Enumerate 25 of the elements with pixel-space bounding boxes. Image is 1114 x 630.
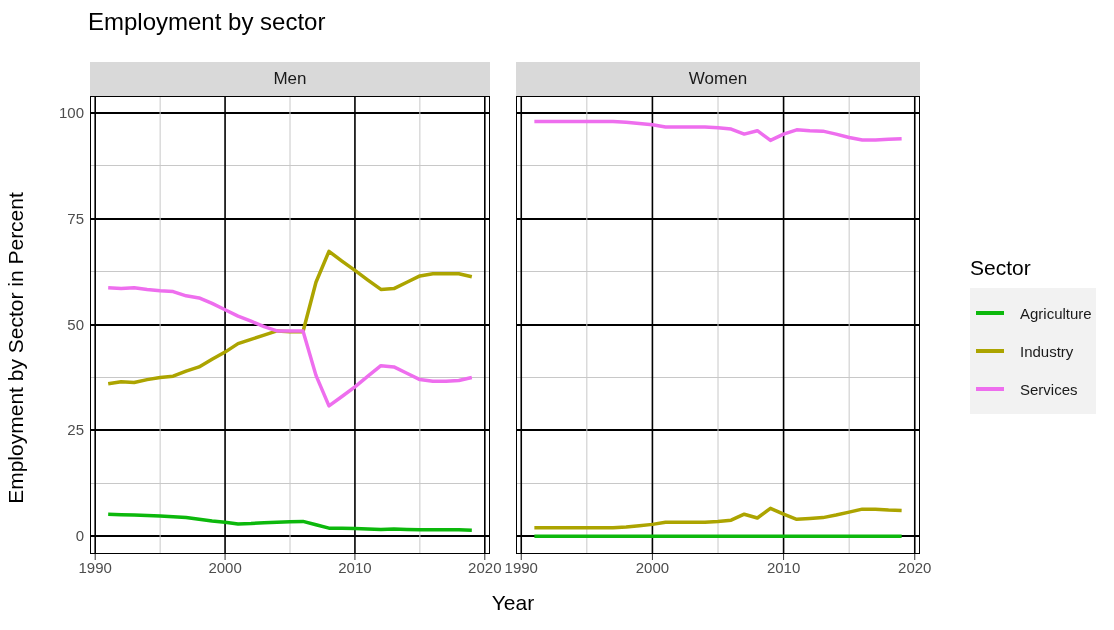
- x-tick-label: 2020: [468, 558, 502, 576]
- legend-label: Industry: [1020, 342, 1074, 360]
- x-tick-label: 2010: [766, 558, 801, 576]
- line-series: [106, 249, 474, 386]
- y-tick-label: 0: [75, 527, 84, 546]
- x-tick-label: 2000: [208, 558, 242, 576]
- chart-title: Employment by sector: [88, 8, 326, 36]
- line-series: [106, 286, 474, 408]
- x-tick-label: 2010: [338, 558, 372, 576]
- legend-title: Sector: [970, 256, 1032, 280]
- chart-subtitle: Women: [516, 62, 920, 96]
- legend-label: Agriculture: [1020, 304, 1092, 322]
- x-tick-label: 2020: [898, 558, 932, 576]
- y-tick-label: 75: [67, 209, 84, 228]
- y-tick-label: 25: [67, 421, 84, 440]
- y-tick-label: 100: [58, 103, 84, 122]
- line-series: [106, 512, 474, 533]
- x-axis-title: Year: [490, 591, 536, 615]
- y-axis-title: Employment by Sector in Percent: [4, 192, 28, 504]
- legend-label: Services: [1020, 380, 1078, 398]
- x-tick-label: 2000: [635, 558, 670, 576]
- x-tick-label: 1990: [78, 558, 112, 576]
- y-tick-label: 50: [67, 315, 84, 334]
- chart-subtitle: Men: [90, 62, 490, 96]
- x-tick-label: 1990: [504, 558, 538, 576]
